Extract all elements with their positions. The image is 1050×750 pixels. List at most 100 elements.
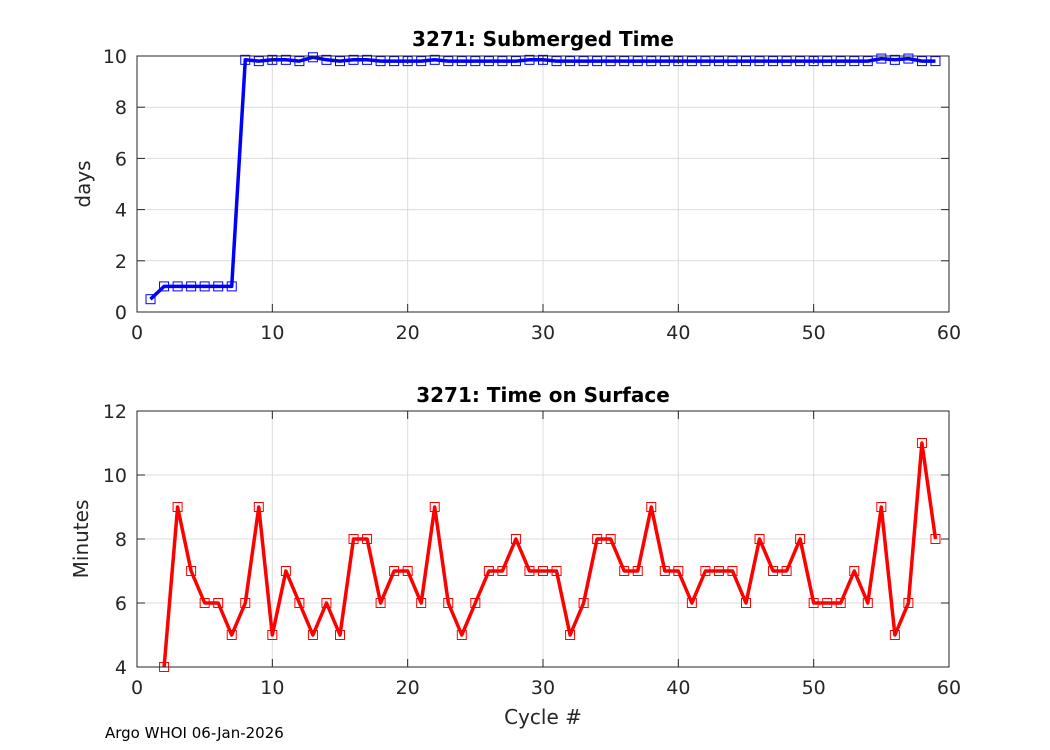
submerged-time-point [497,56,508,67]
submerged-time-panel: 0 10 20 30 40 50 60 0 2 4 6 8 10 3271: Submerged Tim… [71,27,961,344]
submerged-time-ytick-label: 6 [115,148,127,170]
surface-time-point [822,598,833,608]
submerged-time-point [443,56,454,67]
surface-time-point [510,534,521,544]
submerged-time-point [199,281,210,292]
surface-time-point [565,630,576,640]
submerged-time-xtick-label: 0 [131,322,143,344]
submerged-time-point [849,56,860,67]
surface-time-point [849,566,860,576]
surface-time-point [754,534,765,544]
submerged-time-ytick-label: 2 [115,251,127,273]
submerged-time-point [538,54,548,65]
submerged-time-point [159,281,170,292]
surface-time-point [862,598,873,608]
surface-time-point [646,502,657,512]
submerged-time-point [307,52,318,63]
submerged-time-ytick-label: 4 [115,200,127,222]
submerged-time-point [280,54,291,65]
submerged-time-point [226,281,237,292]
submerged-time-point [741,56,751,67]
surface-time-point [213,598,224,608]
surface-time-xtick-label: 0 [131,677,143,699]
submerged-time-point [646,56,657,67]
surface-time-point [253,502,264,512]
surface-time-xtick-label: 60 [937,677,961,699]
surface-time-point [686,598,697,608]
surface-time-point [795,534,806,544]
submerged-time-point [565,56,576,67]
surface-time-point [916,438,927,448]
surface-time-xlabel: Cycle # [504,705,582,729]
surface-time-ytick-label: 6 [115,593,127,615]
submerged-time-point [686,56,697,67]
submerged-time-xtick-label: 30 [531,322,555,344]
submerged-time-point [930,56,941,67]
surface-time-point [930,534,941,544]
surface-time-ytick-label: 12 [103,401,127,423]
submerged-time-point [889,54,900,65]
submerged-time-point [416,56,427,67]
submerged-time-ytick-label: 10 [103,46,127,68]
surface-time-point [659,566,670,576]
surface-time-ytick-label: 8 [115,529,127,551]
surface-time-xtick-label: 50 [802,677,826,699]
surface-time-point [713,566,724,576]
surface-time-point [808,598,819,608]
submerged-time-point [605,56,616,67]
surface-time-point [307,630,318,640]
surface-time-ytick-label: 4 [115,657,127,679]
surface-time-point [483,566,494,576]
submerged-time-point [213,281,224,292]
surface-time-point [470,598,481,608]
submerged-time-point [916,56,927,67]
surface-time-xtick-label: 40 [666,677,690,699]
surface-time-point [551,566,562,576]
surface-time-point [172,502,183,512]
surface-time-point [456,630,467,640]
surface-time-point [876,502,887,512]
surface-time-point [497,566,508,576]
submerged-time-point [470,56,481,67]
surface-time-point [903,598,914,608]
submerged-time-point [727,56,738,67]
surface-time-point [389,566,400,576]
submerged-time-point [632,56,643,67]
submerged-time-point [456,56,467,67]
submerged-time-ylabel: days [71,160,95,207]
submerged-time-ytick-label: 8 [115,97,127,119]
submerged-time-point [781,56,792,67]
surface-time-point [199,598,210,608]
surface-time-series [159,438,941,672]
submerged-time-point [253,56,264,67]
submerged-time-point [362,54,373,65]
surface-time-point [240,598,251,608]
surface-time-point [632,566,643,576]
submerged-time-point [267,54,278,65]
submerged-time-point [321,54,332,65]
submerged-time-point [768,56,779,67]
submerged-time-point [510,56,521,67]
surface-time-point [538,566,548,576]
submerged-time-point [876,53,887,64]
submerged-time-point [294,56,305,67]
submerged-time-title: 3271: Submerged Time [412,27,674,51]
surface-time-point [294,598,305,608]
surface-time-ytick-label: 10 [103,465,127,487]
surface-time-point [889,630,900,640]
surface-time-point [592,534,603,544]
submerged-time-ytick-label: 0 [115,302,127,324]
surface-time-point [226,630,237,640]
surface-time-xtick-label: 10 [260,677,284,699]
surface-time-point [348,534,359,544]
surface-time-point [280,566,291,576]
submerged-time-point [713,56,724,67]
submerged-time-xtick-label: 50 [802,322,826,344]
surface-time-point [727,566,738,576]
submerged-time-point [375,56,386,67]
submerged-time-point [335,56,345,67]
surface-time-point [781,566,792,576]
submerged-time-point [172,281,183,292]
surface-time-point [673,566,684,576]
